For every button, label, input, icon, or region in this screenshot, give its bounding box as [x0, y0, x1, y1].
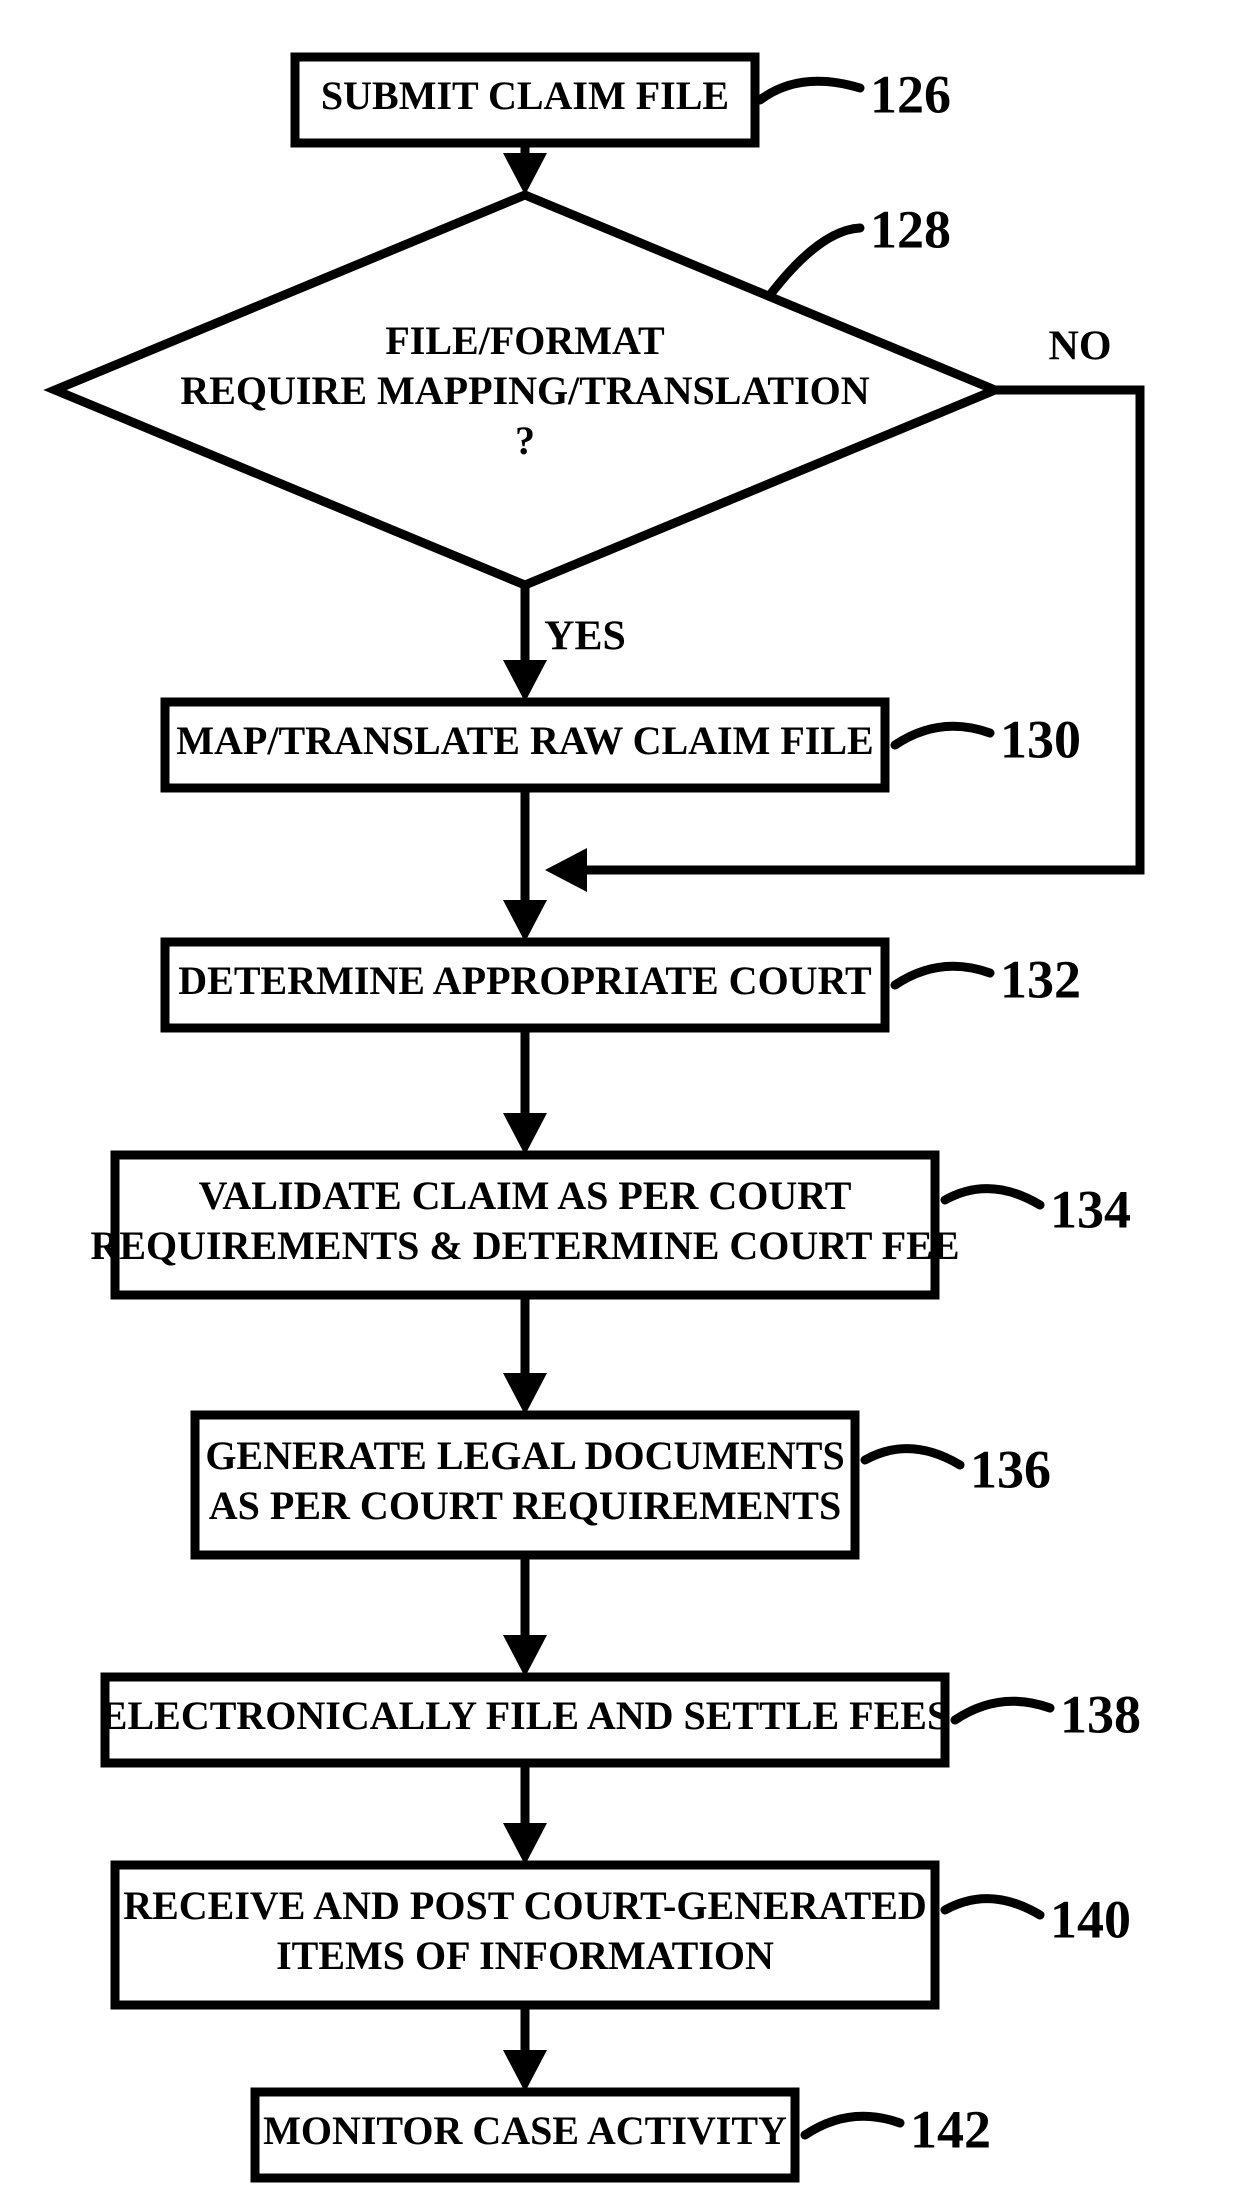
edge-label: NO	[1049, 324, 1112, 370]
ref-number: 140	[1050, 1889, 1131, 1949]
process-label: RECEIVE AND POST COURT-GENERATED	[123, 1883, 927, 1928]
process-label: VALIDATE CLAIM AS PER COURT	[199, 1173, 852, 1218]
process-label: MONITOR CASE ACTIVITY	[263, 2108, 787, 2153]
process-label: GENERATE LEGAL DOCUMENTS	[205, 1433, 844, 1478]
process-label: MAP/TRANSLATE RAW CLAIM FILE	[176, 718, 873, 763]
ref-number: 134	[1050, 1179, 1131, 1239]
ref-number: 128	[870, 199, 951, 259]
ref-lead	[895, 726, 990, 745]
decision-label: FILE/FORMAT	[385, 318, 665, 363]
process-label: SUBMIT CLAIM FILE	[321, 73, 729, 118]
ref-lead	[865, 1449, 960, 1465]
decision-label: REQUIRE MAPPING/TRANSLATION	[180, 368, 869, 413]
ref-lead	[955, 1701, 1050, 1720]
arrowhead	[503, 153, 547, 195]
edge-label: YES	[544, 614, 626, 660]
ref-number: 142	[910, 2099, 991, 2159]
process-label: ELECTRONICALLY FILE AND SETTLE FEES	[101, 1693, 949, 1738]
arrowhead	[503, 1823, 547, 1865]
arrowhead	[503, 1635, 547, 1677]
ref-number: 138	[1060, 1684, 1141, 1744]
arrowhead	[503, 1373, 547, 1415]
process-label: AS PER COURT REQUIREMENTS	[209, 1483, 841, 1528]
decision-label: ?	[515, 418, 535, 463]
ref-lead	[805, 2116, 900, 2135]
ref-lead	[945, 1189, 1040, 1205]
ref-number: 132	[1000, 949, 1081, 1009]
arrowhead	[503, 660, 547, 702]
ref-number: 126	[870, 64, 951, 124]
ref-number: 136	[970, 1439, 1051, 1499]
ref-lead	[760, 81, 860, 100]
process-label: ITEMS OF INFORMATION	[276, 1933, 774, 1978]
ref-lead	[945, 1899, 1040, 1915]
process-label: DETERMINE APPROPRIATE COURT	[178, 958, 872, 1003]
arrowhead	[503, 900, 547, 942]
ref-lead	[770, 228, 860, 295]
arrowhead	[545, 848, 587, 892]
arrowhead	[503, 1113, 547, 1155]
ref-lead	[895, 966, 990, 985]
process-label: REQUIREMENTS & DETERMINE COURT FEE	[90, 1223, 959, 1268]
ref-number: 130	[1000, 709, 1081, 769]
arrowhead	[503, 2050, 547, 2092]
